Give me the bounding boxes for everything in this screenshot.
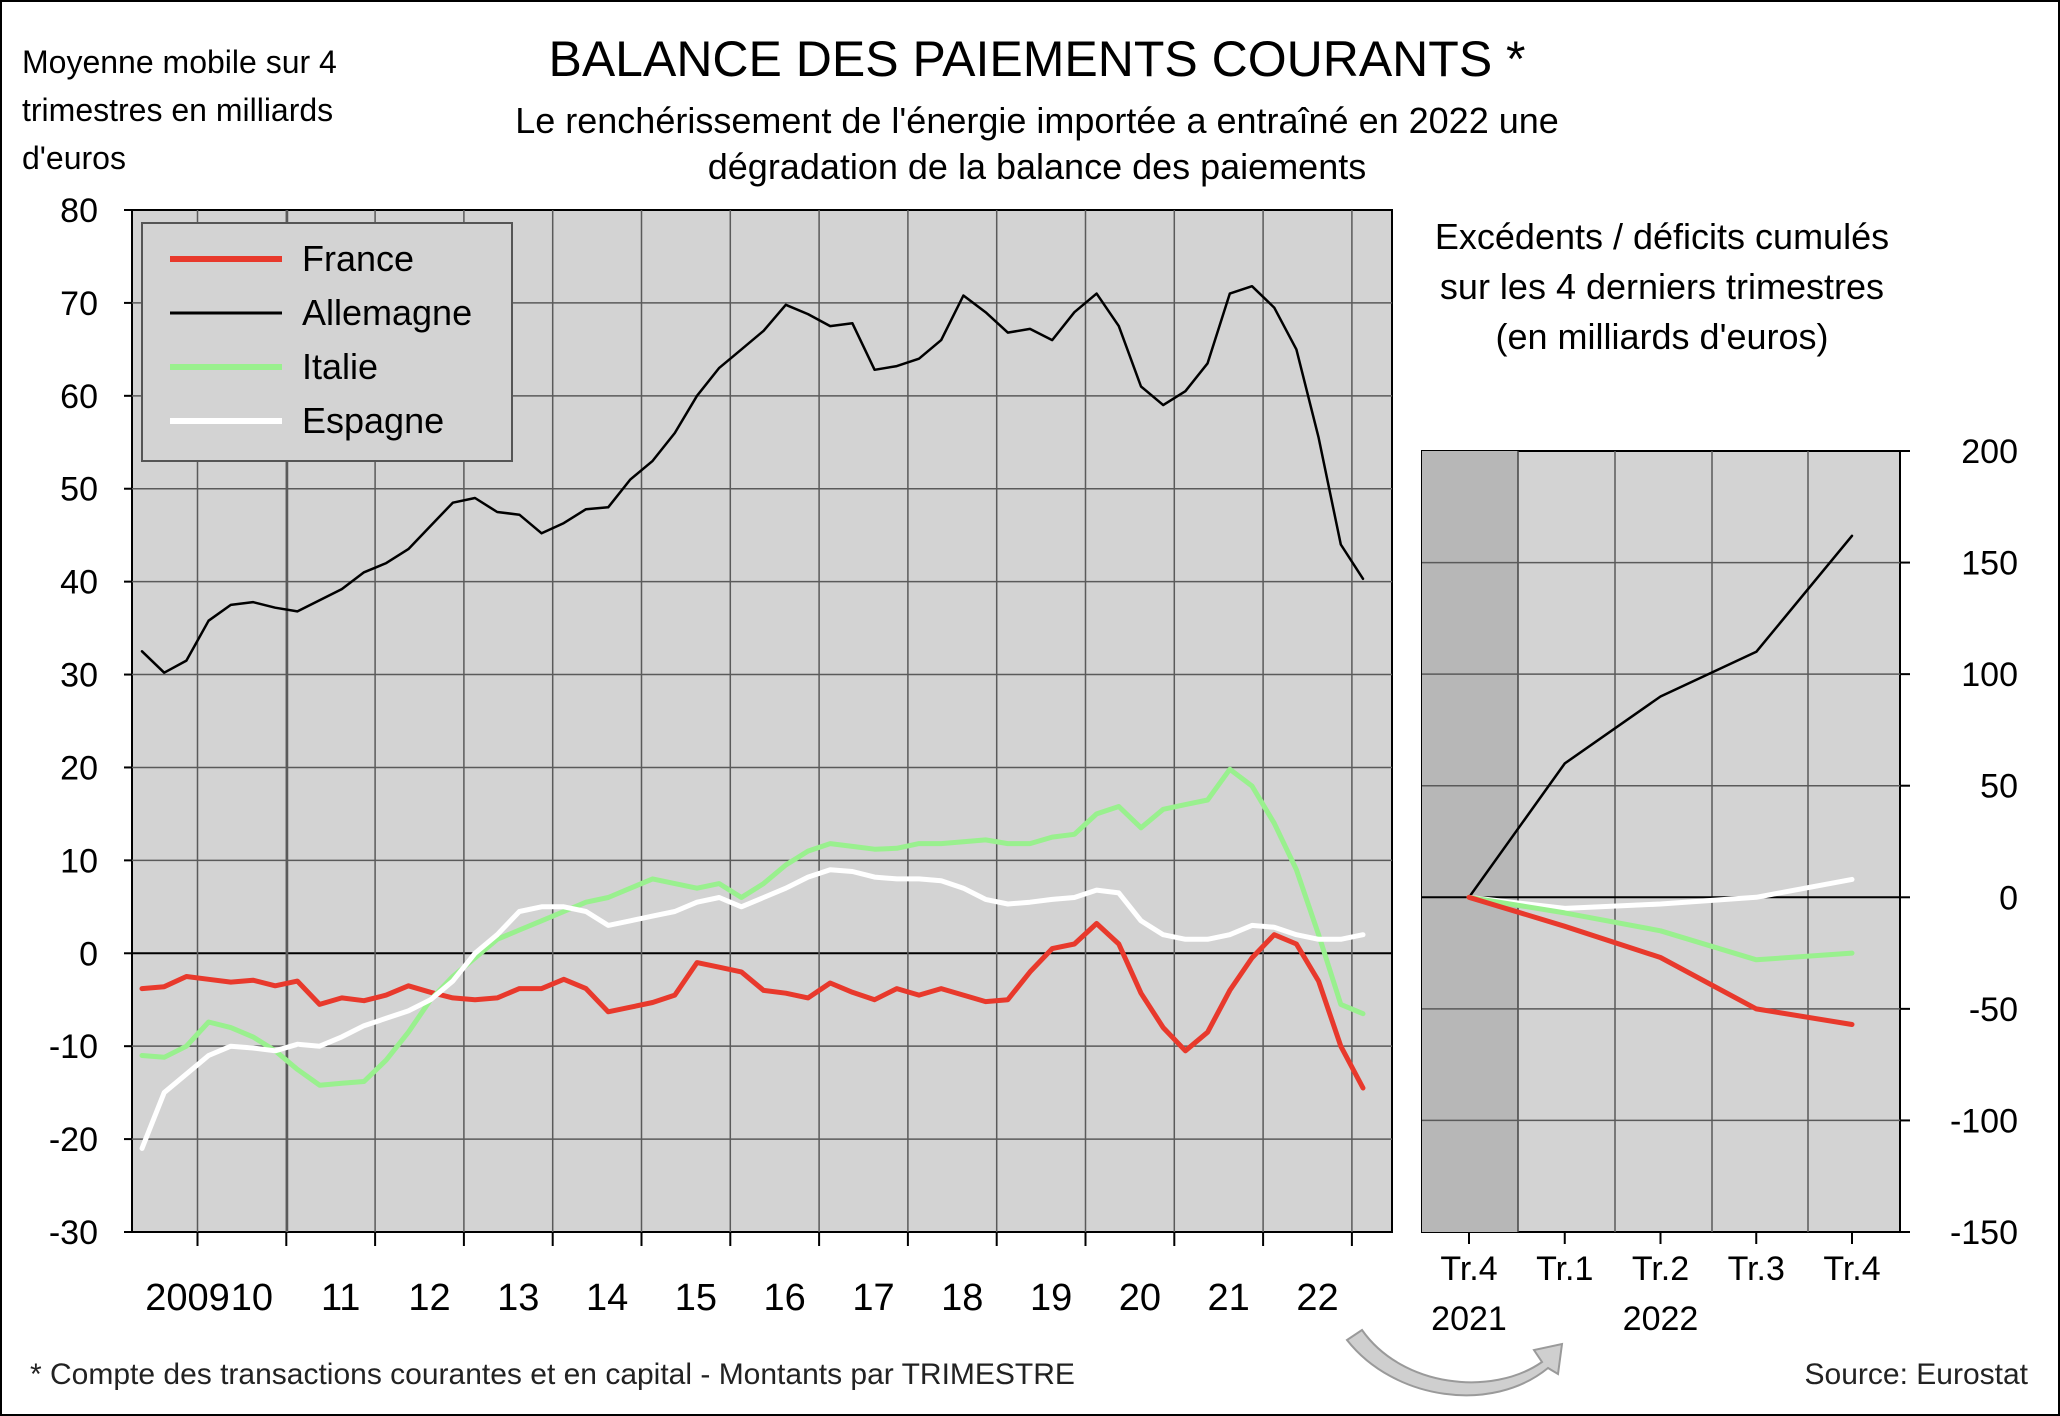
x-tick-label: 21 (1208, 1277, 1250, 1319)
y-tick-label: 50 (60, 471, 98, 509)
y-tick-label: 80 (60, 192, 98, 230)
source-credit: Source: Eurostat (1804, 1358, 2028, 1391)
x-tick-label: 18 (941, 1277, 983, 1319)
x-tick-label: 17 (852, 1277, 894, 1319)
inset-y-tick-label: -100 (1950, 1102, 2018, 1140)
inset-x-tick-label: Tr.4 (1440, 1250, 1497, 1288)
x-tick-label: 13 (497, 1277, 539, 1319)
inset-series-line-italie (1466, 894, 1855, 963)
x-tick-label: 15 (675, 1277, 717, 1319)
inset-series-line-espagne (1466, 876, 1855, 911)
x-tick-label: 20 (1119, 1277, 1161, 1319)
y-tick-label: -20 (49, 1121, 98, 1159)
x-tick-label: 12 (408, 1277, 450, 1319)
inset-year-label: 2021 (1431, 1300, 1507, 1338)
inset-y-tick-label: -50 (1969, 991, 2018, 1029)
x-tick-label: 10 (231, 1277, 273, 1319)
y-tick-label: -10 (49, 1028, 98, 1066)
chart-title: BALANCE DES PAIEMENTS COURANTS * (548, 31, 1526, 87)
series-line-france (139, 921, 1366, 1091)
legend-label-espagne: Espagne (302, 400, 444, 441)
series-line-italie (139, 766, 1366, 1088)
inset-series-line-france (1466, 894, 1855, 1027)
inset-y-tick-label: 150 (1961, 545, 2018, 583)
x-tick-label: 14 (586, 1277, 628, 1319)
inset-y-tick-label: 200 (1961, 433, 2018, 471)
y-tick-label: 40 (60, 564, 98, 602)
legend: France Allemagne Italie Espagne (141, 222, 513, 462)
series-line-espagne (139, 867, 1366, 1151)
y-axis-unit-label: Moyenne mobile sur 4 trimestres en milli… (22, 44, 337, 176)
x-tick-label: 2009 (145, 1277, 230, 1319)
inset-year-label: 2022 (1623, 1300, 1699, 1338)
legend-label-france: France (302, 238, 414, 279)
inset-y-tick-label: 0 (1999, 879, 2018, 917)
inset-chart-title: Excédents / déficits cumulés sur les 4 d… (1434, 216, 1890, 357)
inset-x-tick-label: Tr.4 (1823, 1250, 1880, 1288)
x-tick-label: 16 (764, 1277, 806, 1319)
legend-label-allemagne: Allemagne (302, 292, 472, 333)
inset-x-tick-label: Tr.1 (1536, 1250, 1593, 1288)
inset-shaded-region (1422, 451, 1518, 1232)
x-tick-label: 22 (1296, 1277, 1338, 1319)
arrow-shape (1345, 1328, 1564, 1397)
chart-subtitle: Le renchérissement de l'énergie importée… (515, 100, 1559, 187)
inset-y-tick-label: -150 (1950, 1214, 2018, 1252)
inset-series-line-allemagne (1467, 534, 1854, 899)
x-tick-label: 11 (321, 1277, 360, 1319)
x-tick-label: 19 (1030, 1277, 1072, 1319)
inset-y-tick-label: 50 (1980, 768, 2018, 806)
y-tick-label: 20 (60, 749, 98, 787)
legend-label-italie: Italie (302, 346, 378, 387)
y-tick-label: -30 (49, 1214, 98, 1252)
inset-x-tick-label: Tr.3 (1728, 1250, 1785, 1288)
y-tick-label: 70 (60, 285, 98, 323)
y-tick-label: 0 (79, 935, 98, 973)
inset-x-tick-label: Tr.2 (1632, 1250, 1689, 1288)
y-tick-label: 30 (60, 657, 98, 695)
footnote: * Compte des transactions courantes et e… (30, 1358, 1075, 1391)
series-line-allemagne (140, 284, 1365, 674)
curved-arrow (1345, 1328, 1564, 1397)
y-tick-label: 60 (60, 378, 98, 416)
inset-y-tick-label: 100 (1961, 656, 2018, 694)
y-tick-label: 10 (60, 842, 98, 880)
